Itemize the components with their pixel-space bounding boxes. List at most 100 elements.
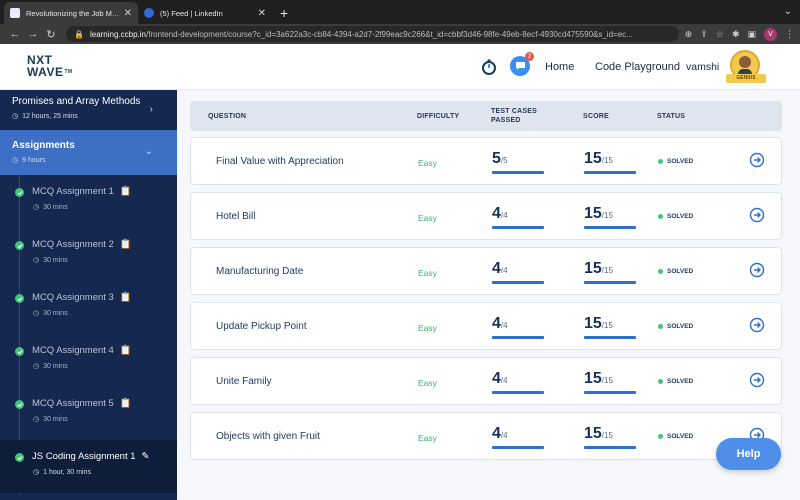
table-row[interactable]: Update Pickup Point Easy 4/4 15/15 SOLVE…	[190, 302, 782, 350]
username[interactable]: vamshi	[686, 61, 720, 73]
score: 15/15	[584, 315, 636, 339]
ccbp-favicon-icon	[10, 8, 20, 18]
stopwatch-icon[interactable]	[480, 58, 498, 76]
address-bar[interactable]: 🔒 learning.ccbp.in /frontend-development…	[66, 26, 679, 42]
avatar[interactable]: GENIUS	[726, 50, 766, 84]
bookmark-star-icon[interactable]: ☆	[715, 28, 724, 39]
table-row[interactable]: Unite Family Easy 4/4 15/15 SOLVED	[190, 357, 782, 405]
list-item[interactable]: MCQ Assignment 4 📋 ◷ 30 mins	[0, 334, 177, 387]
nav-code-playground-link[interactable]: Code Playground	[595, 61, 681, 73]
table-row[interactable]: Hotel Bill Easy 4/4 15/15 SOLVED	[190, 192, 782, 240]
logo-tm: TM	[64, 69, 73, 75]
back-arrow-icon[interactable]: ←	[9, 28, 21, 40]
check-circle-icon	[15, 241, 24, 250]
assignment-list: MCQ Assignment 1 📋 ◷ 30 mins MCQ Assignmen…	[0, 175, 177, 495]
arrow-right-circle-icon[interactable]	[749, 317, 765, 333]
clock-icon: ◷	[33, 310, 40, 317]
score-value: 15	[584, 315, 602, 332]
browser-tab-ccbp[interactable]: Revolutionizing the Job Market ✕	[4, 2, 138, 24]
section-promises-array-methods[interactable]: Promises and Array Methods ◷ 12 hours, 25…	[0, 90, 177, 130]
side-panel-icon[interactable]: ▣	[747, 28, 756, 39]
list-item-current[interactable]: JS Coding Assignment 1 ✎ ◷ 1 hour, 30 mins	[0, 440, 177, 493]
tests-progress-bar	[492, 391, 544, 394]
arrow-right-circle-icon[interactable]	[749, 207, 765, 223]
status-dot	[658, 214, 663, 219]
question-title[interactable]: Unite Family	[216, 376, 272, 387]
new-tab-button[interactable]: +	[280, 5, 289, 21]
tests-total-value: /4	[500, 266, 508, 275]
section-assignments[interactable]: Assignments ◷ 9 hours ⌄	[0, 130, 177, 175]
arrow-right-circle-icon[interactable]	[749, 152, 765, 168]
url-host: learning.ccbp.in	[89, 29, 147, 39]
table-row[interactable]: Objects with given Fruit Easy 4/4 15/15 …	[190, 412, 782, 460]
nxtwave-logo[interactable]: NXT WAVETM	[27, 54, 73, 78]
close-tab-icon[interactable]: ✕	[257, 7, 266, 19]
table-row[interactable]: Final Value with Appreciation Easy 5/5 1…	[190, 137, 782, 185]
header-score: SCORE	[583, 113, 609, 120]
list-item[interactable]: MCQ Assignment 5 📋 ◷ 30 mins	[0, 387, 177, 440]
close-tab-icon[interactable]: ✕	[123, 7, 132, 19]
section-title: Promises and Array Methods	[12, 96, 141, 107]
header-question: QUESTION	[208, 113, 247, 120]
tests-progress-bar	[492, 226, 544, 229]
score: 15/15	[584, 260, 636, 284]
clipboard-icon: 📋	[119, 239, 132, 250]
test-cases-passed: 4/4	[492, 205, 544, 229]
score-value: 15	[584, 205, 602, 222]
header-passed: PASSED	[491, 117, 521, 124]
check-circle-icon	[15, 400, 24, 409]
list-item[interactable]: MCQ Assignment 3 📋 ◷ 30 mins	[0, 281, 177, 334]
header-test-cases: TEST CASES	[491, 108, 537, 115]
score-progress-bar	[584, 391, 636, 394]
browser-tab-bar: Revolutionizing the Job Market ✕ (5) Fee…	[0, 0, 800, 24]
tests-total-value: /4	[500, 321, 508, 330]
score-total-value: /15	[601, 431, 613, 440]
status-dot	[658, 269, 663, 274]
table-row[interactable]: Manufacturing Date Easy 4/4 15/15 SOLVED	[190, 247, 782, 295]
main-content: QUESTION DIFFICULTY TEST CASES PASSED SC…	[177, 90, 800, 500]
score: 15/15	[584, 425, 636, 449]
arrow-right-circle-icon[interactable]	[749, 262, 765, 278]
reload-icon[interactable]: ↻	[46, 28, 56, 41]
menu-kebab-icon[interactable]: ⋮	[785, 28, 794, 39]
list-item[interactable]: MCQ Assignment 1 📋 ◷ 30 mins	[0, 175, 177, 228]
clock-icon: ◷	[12, 157, 19, 164]
question-title[interactable]: Update Pickup Point	[216, 321, 307, 332]
extensions-icon[interactable]: ✱	[731, 28, 740, 39]
tests-total-value: /4	[500, 376, 508, 385]
header-difficulty: DIFFICULTY	[417, 113, 460, 120]
nav-home-link[interactable]: Home	[545, 61, 575, 73]
check-circle-icon	[15, 294, 24, 303]
difficulty-label: Easy	[418, 213, 437, 223]
browser-tab-linkedin[interactable]: (5) Feed | LinkedIn ✕	[138, 2, 272, 24]
question-title[interactable]: Manufacturing Date	[216, 266, 304, 277]
tests-progress-bar	[492, 171, 544, 174]
forward-arrow-icon[interactable]: →	[27, 28, 39, 40]
check-circle-icon	[15, 347, 24, 356]
help-button[interactable]: Help	[716, 438, 781, 470]
clipboard-icon: 📋	[119, 186, 132, 197]
test-cases-passed: 4/4	[492, 370, 544, 394]
status-badge: SOLVED	[658, 213, 693, 220]
tests-passed-value: 4	[492, 425, 501, 442]
course-sidebar: Promises and Array Methods ◷ 12 hours, 25…	[0, 90, 177, 500]
question-title[interactable]: Hotel Bill	[216, 211, 256, 222]
notifications-button[interactable]: 2	[510, 52, 534, 76]
item-name: JS Coding Assignment 1	[32, 451, 136, 462]
tests-total-value: /4	[500, 211, 508, 220]
question-title[interactable]: Objects with given Fruit	[216, 431, 320, 442]
arrow-right-circle-icon[interactable]	[749, 372, 765, 388]
profile-avatar[interactable]: V	[764, 27, 777, 41]
test-cases-passed: 4/4	[492, 260, 544, 284]
share-icon[interactable]: ⇪	[700, 28, 708, 39]
logo-line2: WAVE	[27, 65, 64, 79]
score-total-value: /15	[601, 321, 613, 330]
chevron-right-icon: ›	[149, 104, 153, 115]
section-duration: 9 hours	[22, 156, 46, 164]
tab-search-chevron-icon[interactable]: ⌄	[783, 6, 792, 17]
difficulty-label: Easy	[418, 323, 437, 333]
question-title[interactable]: Final Value with Appreciation	[216, 156, 344, 167]
list-item[interactable]: MCQ Assignment 2 📋 ◷ 30 mins	[0, 228, 177, 281]
progress-line	[19, 175, 20, 495]
zoom-icon[interactable]: ⊕	[684, 28, 693, 39]
